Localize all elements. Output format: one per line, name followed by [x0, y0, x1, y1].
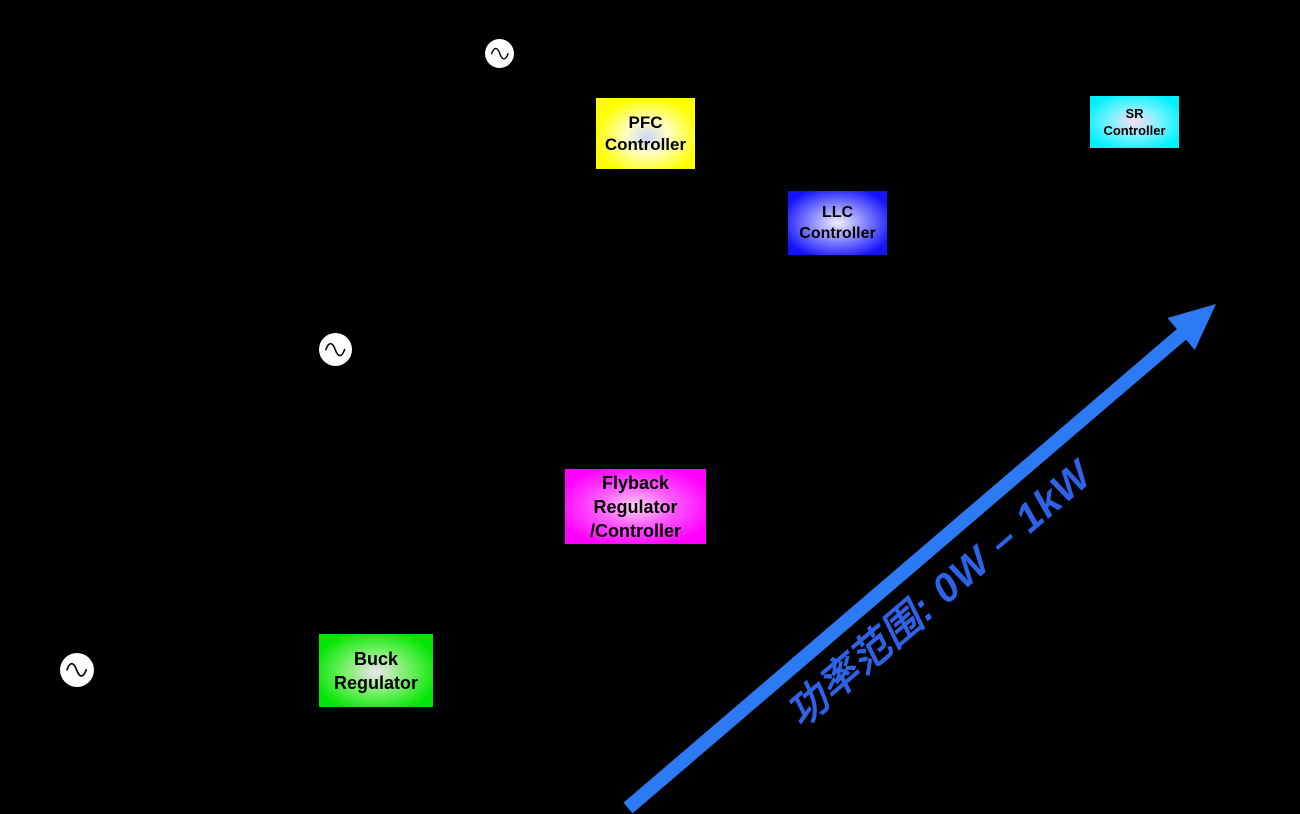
arrow-shaft [623, 327, 1188, 814]
arrow-head-icon [1167, 304, 1216, 350]
sine-wave-icon [325, 342, 346, 357]
power-range-label: 功率范围: 0W – 1kW [778, 452, 1101, 736]
node-label: Flyback Regulator /Controller [589, 472, 681, 541]
node-label: Buck Regulator [333, 648, 418, 693]
node-label: PFC Controller [604, 112, 687, 154]
node-buck-regulator: Buck Regulator [319, 634, 433, 707]
ac-source-icon [485, 39, 514, 68]
node-label: LLC Controller [799, 204, 876, 242]
ac-source-icon [60, 653, 94, 687]
node-sr-controller: SR Controller [1090, 96, 1179, 148]
node-label: SR Controller [1103, 106, 1166, 138]
sine-wave-icon [490, 47, 509, 60]
sine-wave-icon [66, 663, 88, 677]
node-flyback-regulator-controller: Flyback Regulator /Controller [565, 469, 706, 544]
node-llc-controller: LLC Controller [788, 191, 887, 255]
ac-source-icon [319, 333, 352, 366]
node-pfc-controller: PFC Controller [596, 98, 695, 169]
